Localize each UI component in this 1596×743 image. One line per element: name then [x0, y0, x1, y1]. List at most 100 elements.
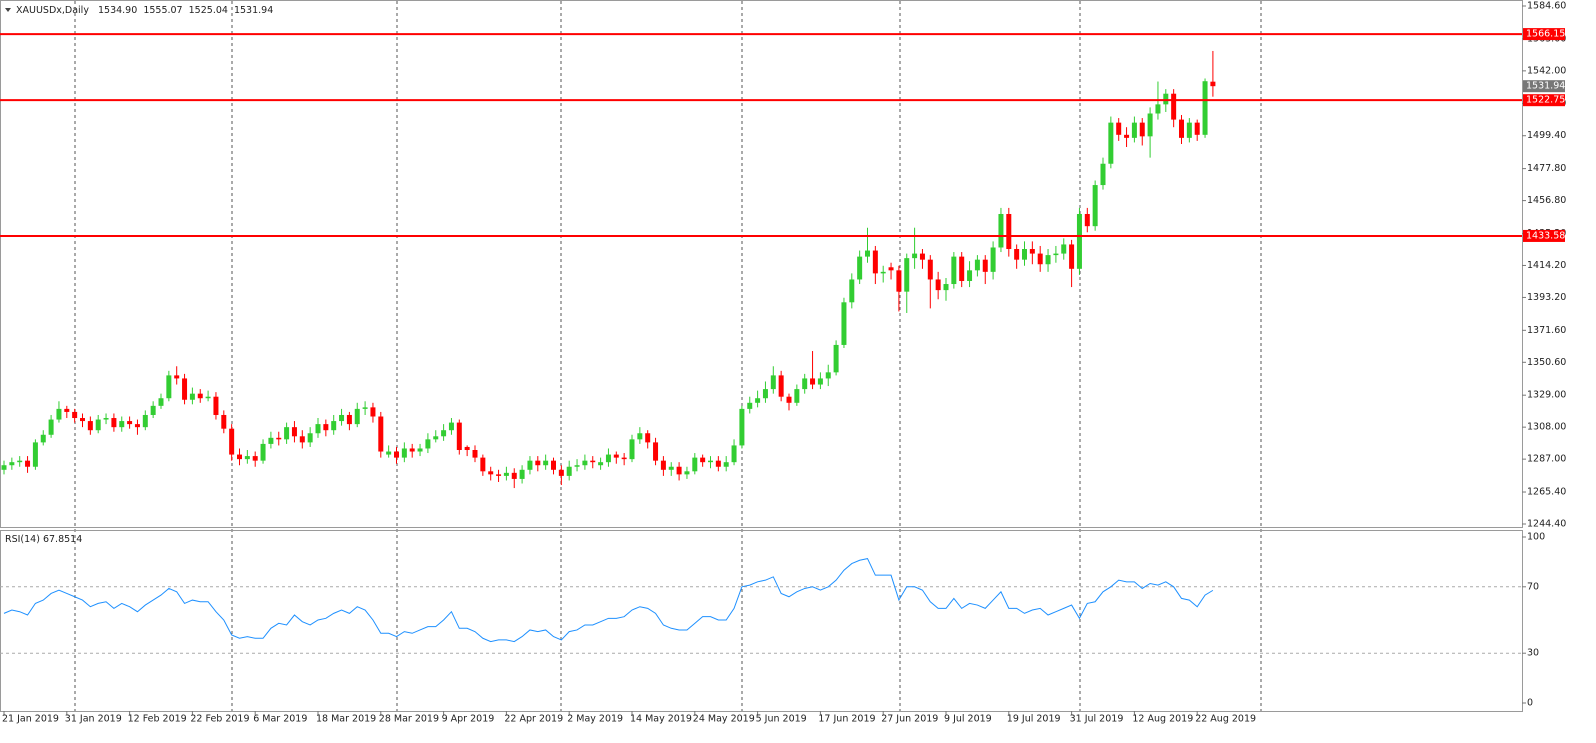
candle-body: [401, 448, 407, 458]
price-tag: [1523, 80, 1565, 93]
symbol: XAUUSDx,Daily: [16, 5, 89, 16]
candle-body: [386, 451, 392, 455]
candle-body: [425, 439, 431, 449]
candle-body: [1006, 213, 1012, 250]
candle-body: [762, 389, 768, 399]
y-tick-label: 1477.80: [1527, 163, 1566, 174]
candle-body: [1045, 255, 1051, 265]
candle-body: [276, 437, 282, 440]
candle-body: [158, 398, 164, 406]
candle-body: [72, 411, 78, 419]
candle-body: [315, 424, 321, 434]
candle-body: [896, 270, 902, 292]
candle-body: [535, 460, 541, 466]
candle-body: [1076, 213, 1082, 269]
candle-body: [527, 460, 533, 470]
candle-body: [817, 378, 823, 385]
candle-body: [488, 471, 494, 475]
candle-body: [778, 375, 784, 397]
rsi-tick-label: 100: [1527, 532, 1545, 543]
candle-body: [990, 247, 996, 272]
candle-body: [590, 460, 596, 463]
collapse-icon[interactable]: [5, 8, 11, 12]
candle-body: [17, 460, 23, 463]
candle-body: [574, 465, 580, 467]
candle-body: [346, 414, 352, 425]
y-tick-label: 1244.40: [1527, 519, 1566, 530]
open-label: 1534.90: [98, 5, 137, 16]
candle-body: [464, 446, 470, 450]
candle-body: [244, 456, 250, 460]
candle-body: [472, 450, 478, 458]
candle-body: [967, 270, 973, 281]
candle-body: [9, 462, 15, 466]
candle-body: [1147, 113, 1153, 137]
candle-body: [700, 457, 706, 463]
candle-body: [448, 422, 454, 431]
level-label: 1522.75: [1526, 95, 1565, 106]
candle-body: [1029, 249, 1035, 254]
candle-body: [888, 267, 894, 271]
candle-body: [64, 408, 70, 412]
candle-body: [299, 436, 305, 443]
candle-body: [1171, 93, 1177, 120]
level-label: 1433.58: [1526, 230, 1565, 241]
candle-body: [872, 250, 878, 274]
candle-body: [1210, 81, 1216, 87]
rsi-header: RSI(14) 67.8514: [5, 534, 82, 545]
candle-body: [951, 256, 957, 285]
candle-body: [747, 402, 753, 409]
candle-body: [378, 416, 384, 452]
candle-body: [205, 396, 211, 399]
candle-body: [1163, 93, 1169, 105]
low-label: 1525.04: [189, 5, 228, 16]
price-panel: [0, 0, 1523, 528]
x-tick-label: 21 Jan 2019: [2, 714, 59, 725]
candle-body: [1194, 122, 1200, 135]
x-tick-label: 9 Jul 2019: [944, 714, 992, 725]
level-label: 1566.15: [1526, 29, 1565, 40]
candle-body: [1100, 163, 1106, 186]
y-tick-label: 1499.40: [1527, 130, 1566, 141]
candle-body: [87, 421, 93, 431]
x-tick-label: 9 Apr 2019: [442, 714, 495, 725]
candle-body: [456, 422, 462, 450]
candle-body: [166, 375, 172, 399]
price-label: 1531.94: [1526, 81, 1565, 92]
candle-body: [1084, 213, 1090, 227]
candle-body: [268, 437, 274, 444]
candle-body: [1155, 104, 1161, 114]
rsi-tick-label: 0: [1527, 698, 1533, 709]
candle-body: [1186, 122, 1192, 138]
candle-body: [731, 445, 737, 463]
x-tick-label: 6 Mar 2019: [253, 714, 307, 725]
y-tick-label: 1371.60: [1527, 325, 1566, 336]
candle-body: [786, 396, 792, 403]
candle-body: [1014, 249, 1020, 260]
candle-body: [95, 419, 101, 431]
candle-body: [974, 259, 980, 271]
candle-body: [409, 448, 415, 452]
candle-body: [127, 421, 133, 425]
candle-body: [880, 271, 886, 274]
candle-body: [723, 462, 729, 467]
candle-body: [433, 436, 439, 440]
x-tick-label: 27 Jun 2019: [881, 714, 938, 725]
candle-body: [653, 442, 659, 461]
candle-body: [715, 460, 721, 467]
candle-body: [260, 443, 266, 461]
rsi-line: [3, 558, 1214, 643]
y-tick-label: 1265.40: [1527, 487, 1566, 498]
candle-body: [307, 433, 313, 443]
x-tick-label: 18 Mar 2019: [316, 714, 376, 725]
candle-body: [417, 448, 423, 452]
candle-body: [197, 393, 203, 399]
candle-body: [637, 433, 643, 440]
candle-body: [629, 439, 635, 460]
y-tick-label: 1329.00: [1527, 390, 1566, 401]
candle-body: [394, 451, 399, 458]
candle-body: [25, 460, 31, 467]
candle-body: [605, 454, 611, 463]
candle-body: [323, 424, 329, 431]
